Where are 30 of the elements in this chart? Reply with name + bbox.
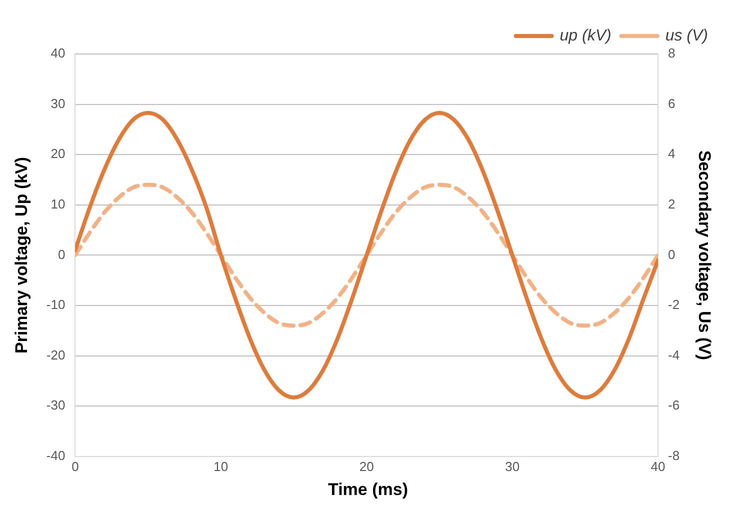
y2-tick-label: 8 (668, 46, 676, 61)
y-tick-label: -10 (46, 297, 66, 312)
y2-tick-label: -6 (668, 398, 680, 413)
y2-tick-label: 2 (668, 196, 676, 212)
y2-tick-label: 4 (668, 146, 676, 162)
y-tick-label: 20 (50, 146, 66, 162)
x-tick-label: 40 (650, 458, 666, 474)
y2-tick-label: -4 (668, 347, 680, 362)
x-axis-title: Time (ms) (327, 480, 409, 500)
x-tick-label: 0 (72, 458, 79, 474)
legend-label: us (V) (665, 27, 708, 44)
y2-tick-label: -2 (668, 297, 680, 312)
x-tick-label: 10 (214, 458, 228, 474)
legend-label: up (kV) (560, 27, 612, 44)
x-tick-label: 30 (505, 458, 520, 474)
y-tick-label: 0 (58, 246, 66, 262)
y-tick-label: 30 (50, 96, 66, 111)
line-series (75, 182, 658, 328)
y2-tick-label: 6 (668, 96, 676, 111)
y-tick-label: 40 (50, 46, 66, 61)
y-tick-label: -40 (46, 448, 66, 463)
y-axis-title: Primary voltage, Up (kV) (12, 156, 31, 354)
y-tick-label: -30 (46, 398, 66, 413)
y2-tick-label: -8 (668, 448, 680, 463)
y2-tick-label: 0 (668, 246, 676, 262)
y-tick-label: 10 (50, 196, 66, 212)
x-tick-label: 20 (359, 458, 374, 474)
y-tick-label: -20 (46, 347, 66, 362)
y2-axis-title: Secondary voltage, Us (V) (695, 150, 714, 360)
line-series (75, 110, 658, 400)
